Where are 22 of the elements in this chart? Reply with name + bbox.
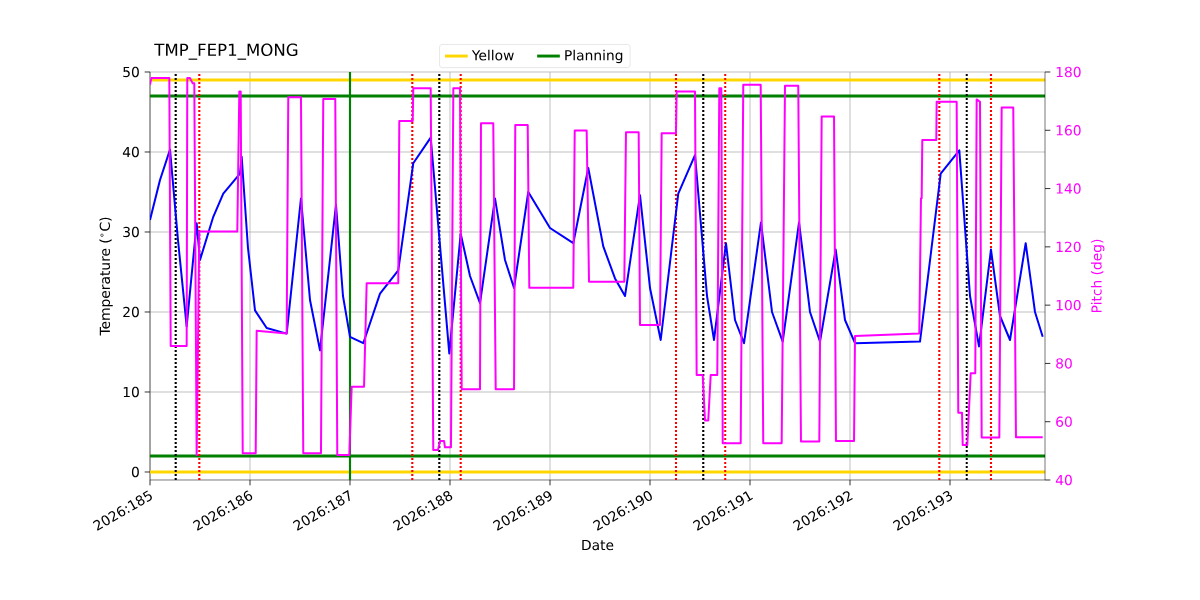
y2-tick-label: 80 bbox=[1056, 358, 1072, 369]
y2-tick-label: 160 bbox=[1056, 125, 1081, 136]
legend-label: Planning bbox=[565, 49, 623, 64]
y2-tick-label: 120 bbox=[1056, 241, 1081, 253]
y2-axis-title: Pitch (deg) bbox=[1091, 239, 1105, 313]
y-axis-title: Temperature ($^{∘}$C) bbox=[99, 217, 113, 336]
y-tick-label: 10 bbox=[123, 386, 139, 398]
y2-tick-label: 100 bbox=[1056, 299, 1081, 311]
x-axis-title: Date bbox=[582, 540, 614, 551]
y-tick-label: 50 bbox=[123, 66, 139, 78]
y2-tick-label: 40 bbox=[1055, 474, 1072, 486]
chart-title: TMP_FEP1_MONG bbox=[154, 43, 298, 60]
y2-tick-label: 140 bbox=[1056, 183, 1081, 194]
y2-tick-label: 180 bbox=[1056, 66, 1081, 78]
y-tick-label: 40 bbox=[122, 146, 139, 158]
y-tick-label: 30 bbox=[123, 226, 139, 238]
line-series bbox=[150, 136, 1044, 355]
y-tick-label: 0 bbox=[131, 466, 139, 478]
line-series bbox=[150, 77, 1044, 456]
y-tick-label: 20 bbox=[123, 306, 139, 318]
y2-tick-label: 60 bbox=[1056, 416, 1072, 427]
legend-label: Yellow bbox=[471, 49, 514, 61]
